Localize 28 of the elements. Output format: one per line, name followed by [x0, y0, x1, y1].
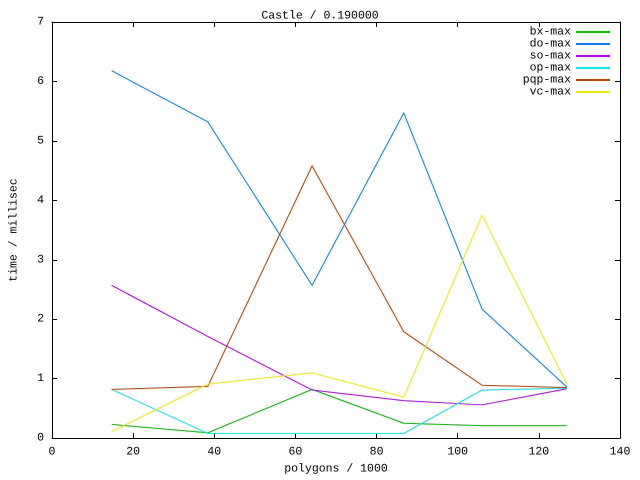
y-tick-label: 7 — [37, 16, 44, 28]
x-tick-label: 120 — [528, 446, 550, 459]
x-tick-label: 60 — [288, 446, 302, 459]
legend-label: pqp-max — [522, 74, 572, 86]
x-tick-label: 0 — [48, 446, 56, 459]
line-series — [111, 165, 568, 390]
y-tick-label: 1 — [37, 372, 44, 386]
legend-label: bx-max — [530, 26, 572, 38]
y-tick-label: 3 — [37, 253, 44, 266]
x-tick-label: 140 — [610, 446, 630, 459]
legend-label: do-max — [530, 38, 572, 50]
chart-title: Castle / 0.190000 — [261, 10, 379, 22]
y-tick-label: 5 — [37, 134, 44, 148]
line-series — [111, 214, 568, 432]
x-tick-label: 40 — [207, 446, 222, 459]
x-axis-title: polygons / 1000 — [284, 462, 388, 476]
legend-label: so-max — [530, 50, 572, 62]
x-tick-label: 80 — [370, 446, 384, 459]
x-tick-label: 100 — [447, 446, 468, 459]
y-tick-label: 2 — [37, 312, 44, 326]
legend-label: vc-max — [530, 86, 572, 98]
legend-label: op-max — [530, 62, 572, 74]
line-series — [111, 284, 568, 406]
y-tick-label: 4 — [37, 194, 44, 207]
y-tick-label: 6 — [37, 74, 44, 88]
x-tick-label: 20 — [126, 446, 140, 459]
y-tick-label: 0 — [37, 432, 44, 445]
y-axis-title: time / millisec — [8, 178, 20, 282]
